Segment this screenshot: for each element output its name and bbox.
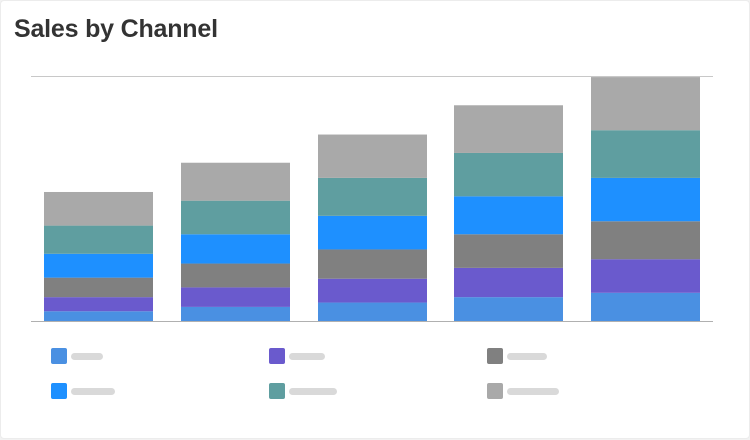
- bar-segment-4-series-3: [454, 234, 563, 268]
- bar-segment-1-series-2: [44, 297, 153, 312]
- chart-title: Sales by Channel: [14, 15, 218, 43]
- bar-segment-2-series-4: [181, 234, 290, 264]
- bar-segment-2-series-3: [181, 263, 290, 288]
- legend-swatch: [51, 383, 67, 399]
- bar-segment-2-series-6: [181, 162, 290, 201]
- bar-segment-5-series-4: [591, 177, 700, 222]
- bar-segment-5-series-1: [591, 292, 700, 321]
- bar-segment-4-series-4: [454, 196, 563, 235]
- legend-label-placeholder: [71, 353, 103, 360]
- bar-segment-4-series-2: [454, 267, 563, 298]
- bar-segment-5-series-2: [591, 259, 700, 293]
- bar-segment-2-series-5: [181, 200, 290, 235]
- bar-segment-5-series-6: [591, 77, 700, 131]
- bar-segment-1-series-5: [44, 225, 153, 254]
- bar-segment-3-series-4: [318, 215, 427, 250]
- legend-swatch: [487, 383, 503, 399]
- legend-label-placeholder: [289, 388, 337, 395]
- bar-segment-3-series-5: [318, 177, 427, 216]
- bar-segment-3-series-2: [318, 278, 427, 303]
- legend-swatch: [269, 348, 285, 364]
- bar-segment-4-series-5: [454, 152, 563, 197]
- legend-swatch: [487, 348, 503, 364]
- legend-swatch: [51, 348, 67, 364]
- bar-segment-1-series-1: [44, 311, 153, 321]
- bar-segment-3-series-1: [318, 302, 427, 321]
- legend-label-placeholder: [71, 388, 115, 395]
- legend-label-placeholder: [289, 353, 325, 360]
- bar-segment-1-series-4: [44, 253, 153, 278]
- legend-swatch: [269, 383, 285, 399]
- bar-segment-2-series-2: [181, 287, 290, 307]
- bar-segment-1-series-3: [44, 277, 153, 298]
- bar-segment-4-series-6: [454, 105, 563, 153]
- bar-segment-1-series-6: [44, 191, 153, 226]
- legend-label-placeholder: [507, 353, 547, 360]
- bar-segment-4-series-1: [454, 297, 563, 321]
- bar-segment-2-series-1: [181, 306, 290, 321]
- legend-label-placeholder: [507, 388, 559, 395]
- bar-segment-5-series-3: [591, 221, 700, 260]
- bar-segment-3-series-3: [318, 249, 427, 279]
- bar-segment-3-series-6: [318, 134, 427, 178]
- bar-segment-5-series-5: [591, 130, 700, 178]
